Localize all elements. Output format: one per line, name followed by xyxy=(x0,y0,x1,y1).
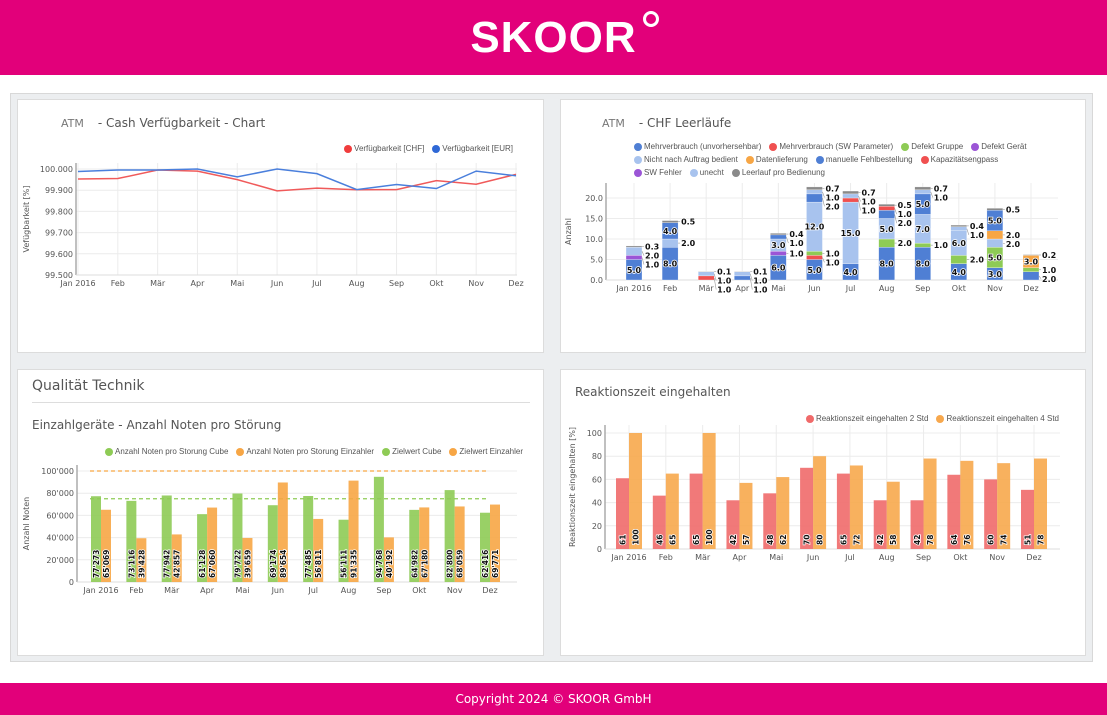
legend-item[interactable]: Defekt Gruppe xyxy=(901,142,963,152)
logo-ring-icon xyxy=(642,10,659,27)
legend-dot-icon xyxy=(769,143,778,151)
legend-label: Defekt Gerät xyxy=(981,142,1027,151)
legend-item[interactable]: Mehrverbrauch (unvorhersehbar) xyxy=(634,142,761,152)
panel-title: ATM - Cash Verfügbarkeit - Chart xyxy=(61,116,265,130)
panel-title: Einzahlgeräte - Anzahl Noten pro Störung xyxy=(32,418,282,432)
legend-label: Verfügbarkeit [CHF] xyxy=(354,144,425,153)
panel-title: Reaktionszeit eingehalten xyxy=(575,385,731,399)
legend-label: unecht xyxy=(699,168,724,177)
section-title: Qualität Technik xyxy=(32,378,145,394)
skoor-logo[interactable]: SKOOR xyxy=(470,10,659,63)
panel-title: ATM - CHF Leerläufe xyxy=(602,116,731,130)
panel-chf-leerlaeufe: ATM - CHF Leerläufe Mehrverbrauch (unvorh… xyxy=(560,99,1086,353)
legend-dot-icon xyxy=(901,143,910,151)
legend-dot-icon xyxy=(936,415,945,423)
title-text: - CHF Leerläufe xyxy=(638,116,732,130)
legend-label: Zielwert Cube xyxy=(392,447,442,456)
legend-dot-icon xyxy=(105,448,114,456)
legend-item[interactable]: Reaktionszeit eingehalten 4 Std xyxy=(936,414,1059,424)
legend-dot-icon xyxy=(815,156,824,164)
legend: Reaktionszeit eingehalten 2 Std Reaktions… xyxy=(805,414,1059,424)
divider xyxy=(32,402,530,403)
legend-label: Anzahl Noten pro Storung Einzahler xyxy=(246,447,375,456)
legend-label: Mehrverbrauch (SW Parameter) xyxy=(779,142,894,151)
legend-item[interactable]: Defekt Gerät xyxy=(971,142,1027,152)
legend-label: manuelle Fehlbestellung xyxy=(825,155,913,164)
legend-dot-icon xyxy=(971,143,980,151)
legend-dot-icon xyxy=(382,448,391,456)
legend-label: Verfügbarkeit [EUR] xyxy=(442,144,513,153)
legend-dot-icon xyxy=(634,156,642,164)
legend-item[interactable]: Anzahl Noten pro Storung Cube xyxy=(105,447,228,457)
panel-cash-availability: ATM - Cash Verfügbarkeit - Chart Verfügba… xyxy=(17,99,544,353)
legend-item[interactable]: Reaktionszeit eingehalten 2 Std xyxy=(805,414,929,424)
legend-dot-icon xyxy=(432,145,441,153)
legend-label: Reaktionszeit eingehalten 4 Std xyxy=(946,414,1059,423)
legend-item[interactable]: Zielwert Cube xyxy=(382,447,441,457)
legend-item[interactable]: Mehrverbrauch (SW Parameter) xyxy=(769,142,893,152)
legend-item-chf[interactable]: Verfügbarkeit [CHF] xyxy=(344,144,424,154)
legend: Mehrverbrauch (unvorhersehbar) Mehrverbra… xyxy=(634,142,1054,178)
panel-reaktionszeit: Reaktionszeit eingehalten Reaktionszeit … xyxy=(560,369,1086,656)
copyright-text: Copyright 2024 © SKOOR GmbH xyxy=(455,692,652,706)
legend-dot-icon xyxy=(920,156,929,164)
legend: Anzahl Noten pro Storung Cube Anzahl Note… xyxy=(105,447,523,457)
legend-dot-icon xyxy=(745,156,754,164)
legend: Verfügbarkeit [CHF] Verfügbarkeit [EUR] xyxy=(344,144,513,154)
legend-item[interactable]: unecht xyxy=(689,168,724,178)
legend-item-eur[interactable]: Verfügbarkeit [EUR] xyxy=(432,144,513,154)
legend-label: SW Fehler xyxy=(644,168,682,177)
legend-label: Leerlauf pro Bedienung xyxy=(741,168,826,177)
legend-item[interactable]: Leerlauf pro Bedienung xyxy=(731,168,826,178)
legend-item[interactable]: Datenlieferung xyxy=(745,155,808,165)
legend-label: Anzahl Noten pro Storung Cube xyxy=(115,447,229,456)
legend-label: Nicht nach Auftrag bedient xyxy=(644,155,738,164)
legend-item[interactable]: Nicht nach Auftrag bedient xyxy=(634,155,738,165)
app-footer: Copyright 2024 © SKOOR GmbH xyxy=(0,683,1107,715)
panel-qualitaet-technik: Qualität Technik Einzahlgeräte - Anzahl … xyxy=(17,369,544,656)
legend-dot-icon xyxy=(805,415,814,423)
legend-label: Kapazitätsengpass xyxy=(930,155,999,164)
legend-label: Mehrverbrauch (unvorhersehbar) xyxy=(644,142,762,151)
legend-dot-icon xyxy=(731,169,740,177)
legend-label: Defekt Gruppe xyxy=(911,142,964,151)
legend-item[interactable]: Zielwert Einzahler xyxy=(449,447,523,457)
legend-dot-icon xyxy=(634,169,642,177)
app-header: SKOOR xyxy=(0,0,1107,75)
legend-item[interactable]: Anzahl Noten pro Storung Einzahler xyxy=(236,447,374,457)
legend-dot-icon xyxy=(449,448,458,456)
legend-item[interactable]: SW Fehler xyxy=(634,168,682,178)
logo-text: SKOOR xyxy=(470,12,637,62)
legend-label: Zielwert Einzahler xyxy=(459,447,523,456)
legend-dot-icon xyxy=(634,143,642,151)
legend-label: Reaktionszeit eingehalten 2 Std xyxy=(815,414,929,423)
legend-dot-icon xyxy=(344,145,353,153)
legend-item[interactable]: Kapazitätsengpass xyxy=(920,155,999,165)
legend-dot-icon xyxy=(689,169,698,177)
legend-item[interactable]: manuelle Fehlbestellung xyxy=(815,155,913,165)
title-prefix: ATM xyxy=(61,117,84,130)
legend-dot-icon xyxy=(236,448,245,456)
title-text: - Cash Verfügbarkeit - Chart xyxy=(97,116,266,130)
legend-label: Datenlieferung xyxy=(755,155,808,164)
title-prefix: ATM xyxy=(602,117,625,130)
